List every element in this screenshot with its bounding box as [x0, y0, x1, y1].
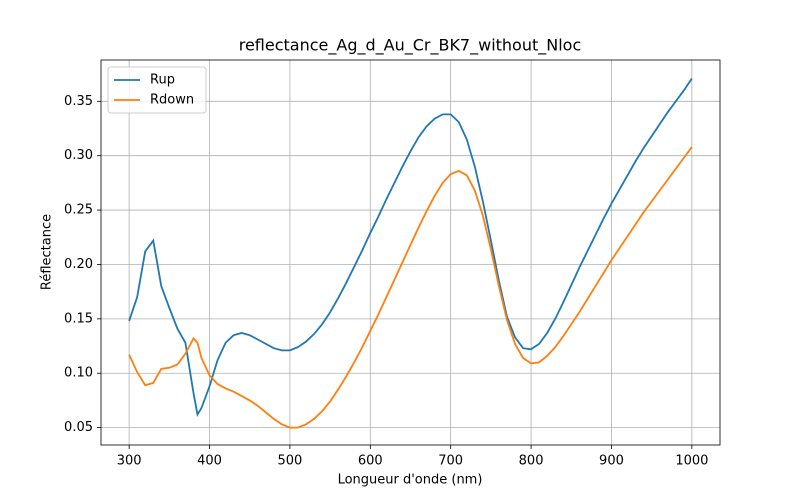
series-line [128, 146, 693, 429]
x-tick-label: 700 [438, 454, 463, 469]
y-tick-label: 0.30 [64, 148, 93, 163]
plot-frame [100, 59, 721, 446]
series-line [128, 77, 693, 418]
x-tick-label: 1000 [675, 454, 708, 469]
y-tick-label: 0.20 [64, 257, 93, 272]
y-tick-label: 0.05 [64, 420, 93, 435]
x-tick-label: 500 [278, 454, 303, 469]
x-tick-label: 300 [117, 454, 142, 469]
y-tick-label: 0.10 [64, 366, 93, 381]
y-axis-label: Réflectance [40, 214, 55, 290]
chart-title: reflectance_Ag_d_Au_Cr_BK7_without_Nloc [239, 36, 582, 56]
legend-box [107, 66, 207, 114]
x-tick-label: 900 [599, 454, 624, 469]
x-tick-label: 800 [519, 454, 544, 469]
x-tick-label: 600 [358, 454, 383, 469]
legend-label: Rdown [150, 93, 194, 108]
legend-label: Rup [150, 73, 175, 88]
x-axis-label: Longueur d'onde (nm) [338, 473, 483, 488]
x-tick-label: 400 [197, 454, 222, 469]
y-tick-label: 0.35 [64, 94, 93, 109]
y-tick-label: 0.25 [64, 203, 93, 218]
y-tick-label: 0.15 [64, 311, 93, 326]
